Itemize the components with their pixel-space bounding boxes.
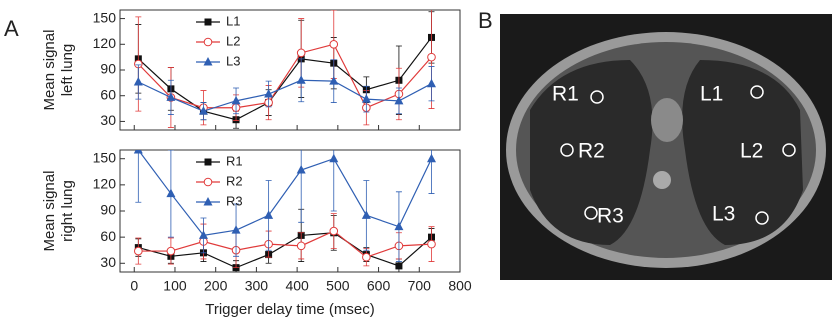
- data-point: [427, 79, 436, 88]
- legend-marker: [204, 38, 212, 46]
- data-point: [362, 210, 371, 219]
- panel-label: B: [478, 8, 493, 33]
- x-tick-label: 300: [245, 278, 269, 294]
- data-point: [363, 253, 371, 261]
- y-tick-label: 30: [100, 254, 116, 270]
- data-point: [330, 227, 338, 235]
- x-axis-label: Trigger delay time (msec): [205, 301, 374, 318]
- data-point: [134, 145, 143, 154]
- data-point: [427, 154, 436, 163]
- data-point: [329, 154, 338, 163]
- y-tick-label: 30: [100, 112, 116, 128]
- region-label: R3: [597, 205, 624, 228]
- legend-marker: [204, 178, 212, 186]
- y-axis-label: left lung: [59, 44, 76, 97]
- y-tick-label: 120: [93, 176, 117, 192]
- y-axis-label: Mean signal: [41, 30, 58, 111]
- data-point: [428, 240, 436, 248]
- y-tick-label: 150: [93, 9, 117, 25]
- y-tick-label: 120: [93, 35, 117, 51]
- data-point: [297, 242, 305, 250]
- y-tick-label: 90: [100, 61, 116, 77]
- data-point: [167, 247, 175, 255]
- spine: [653, 171, 671, 189]
- legend-marker: [205, 19, 212, 26]
- legend-label: R1: [226, 153, 243, 168]
- legend-marker: [205, 159, 212, 166]
- data-point: [395, 262, 402, 269]
- data-point: [428, 53, 436, 61]
- page: {"panel_labels": ["A", "B"], "image_labe…: [0, 0, 838, 328]
- region-label: R1: [552, 83, 579, 106]
- data-point: [232, 225, 241, 234]
- data-point: [329, 76, 338, 85]
- y-tick-label: 90: [100, 202, 116, 218]
- data-point: [135, 247, 143, 255]
- legend-label: L2: [226, 33, 240, 48]
- region-label: L2: [740, 140, 763, 163]
- legend-marker: [204, 57, 213, 66]
- data-point: [362, 94, 371, 103]
- y-tick-label: 60: [100, 86, 116, 102]
- data-point: [297, 49, 305, 57]
- data-point: [297, 75, 306, 84]
- series-line: [138, 231, 431, 257]
- y-axis-label: Mean signal: [41, 171, 58, 252]
- mri-image: [500, 14, 832, 280]
- legend-label: R3: [226, 193, 243, 208]
- y-axis-label: right lung: [59, 180, 76, 242]
- region-label: L1: [700, 83, 723, 106]
- legend-label: R2: [226, 173, 243, 188]
- region-label: L3: [712, 203, 735, 226]
- series-line: [138, 150, 431, 235]
- mediastinum: [651, 98, 683, 142]
- x-tick-label: 100: [163, 278, 187, 294]
- x-tick-label: 0: [130, 278, 138, 294]
- panel-label: A: [4, 16, 19, 41]
- series-line: [138, 44, 431, 107]
- plot-area: [134, 98, 436, 275]
- series-line: [138, 80, 431, 111]
- x-tick-label: 400: [285, 278, 309, 294]
- legend-marker: [204, 197, 213, 206]
- x-tick-label: 500: [326, 278, 350, 294]
- legend-label: L1: [226, 13, 240, 28]
- y-tick-label: 60: [100, 228, 116, 244]
- plot-area: [134, 6, 436, 129]
- data-point: [134, 77, 143, 86]
- x-tick-label: 700: [408, 278, 432, 294]
- x-tick-label: 600: [367, 278, 391, 294]
- x-tick-label: 200: [204, 278, 228, 294]
- x-tick-label: 800: [448, 278, 472, 294]
- legend-label: L3: [226, 53, 240, 68]
- region-label: R2: [578, 140, 605, 163]
- y-tick-label: 150: [93, 149, 117, 165]
- data-point: [330, 40, 338, 48]
- figure: A B R1R2R3L1L2L3Mean signalleft lung3060…: [0, 0, 838, 323]
